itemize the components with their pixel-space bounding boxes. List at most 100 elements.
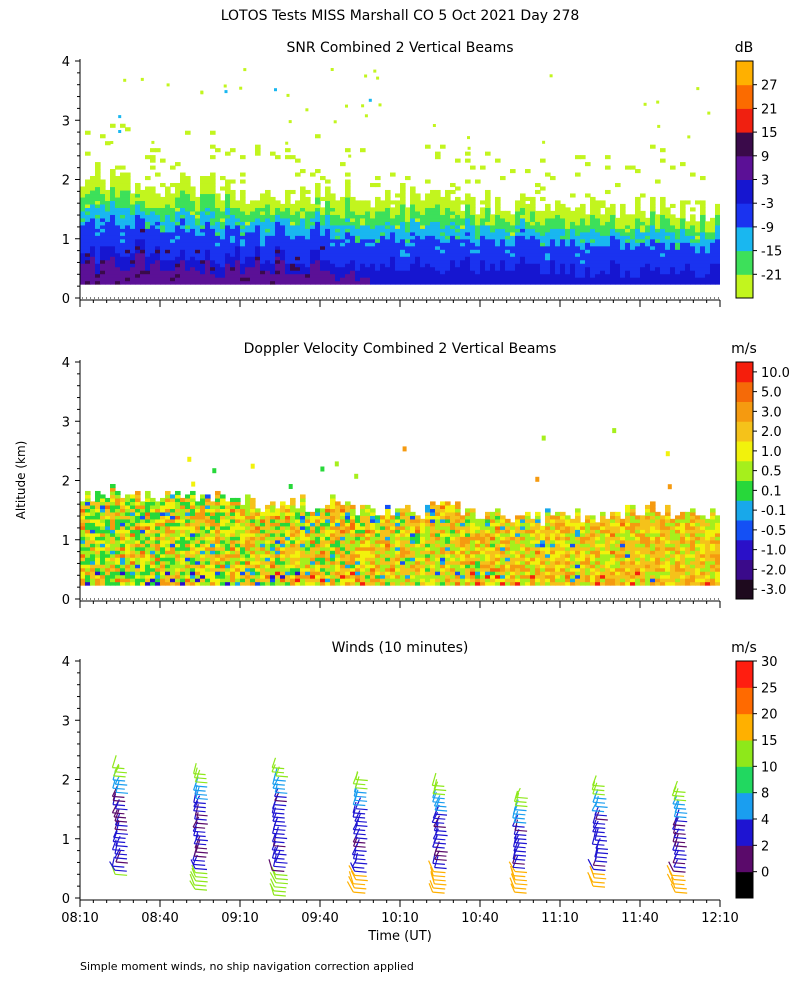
snr-cell bbox=[710, 277, 716, 282]
snr-cell bbox=[160, 256, 166, 261]
snr-cell bbox=[425, 273, 431, 278]
velocity-cell bbox=[380, 546, 386, 551]
velocity-cell bbox=[305, 553, 311, 558]
snr-cell bbox=[145, 280, 151, 285]
snr-cell bbox=[130, 196, 136, 202]
snr-cell bbox=[270, 249, 276, 254]
snr-cell bbox=[565, 277, 571, 282]
velocity-cell bbox=[290, 560, 296, 565]
velocity-cell bbox=[150, 508, 156, 513]
snr-cell bbox=[660, 280, 666, 285]
snr-cell bbox=[115, 193, 121, 198]
snr-cell bbox=[135, 203, 141, 208]
snr-cell bbox=[125, 252, 131, 257]
velocity-cell bbox=[160, 522, 166, 527]
snr-cell bbox=[455, 235, 461, 240]
snr-cell bbox=[580, 221, 586, 226]
velocity-cell bbox=[360, 525, 366, 530]
snr-cell bbox=[235, 263, 241, 268]
snr-cell bbox=[155, 207, 161, 212]
snr-cell bbox=[170, 252, 176, 257]
snr-cell bbox=[545, 203, 551, 208]
snr-cell bbox=[440, 200, 446, 205]
velocity-cell bbox=[160, 553, 166, 558]
snr-cell bbox=[155, 193, 161, 198]
snr-cell bbox=[295, 228, 301, 233]
snr-cell bbox=[110, 249, 116, 254]
snr-cell bbox=[130, 217, 136, 222]
velocity-cell bbox=[205, 581, 211, 586]
snr-cell bbox=[320, 238, 326, 243]
snr-cell bbox=[430, 256, 436, 261]
snr-cell bbox=[475, 217, 481, 222]
velocity-cell bbox=[315, 532, 321, 537]
velocity-cell bbox=[320, 543, 326, 548]
snr-cell bbox=[140, 270, 146, 275]
velocity-cell bbox=[125, 546, 131, 551]
velocity-cell bbox=[220, 539, 226, 544]
snr-cell bbox=[445, 259, 451, 264]
snr-speck bbox=[118, 130, 122, 133]
snr-cell bbox=[140, 196, 146, 202]
snr-cell bbox=[425, 280, 431, 285]
snr-cell bbox=[670, 165, 676, 170]
velocity-cell bbox=[215, 567, 221, 572]
velocity-cell bbox=[225, 560, 231, 565]
velocity-cell bbox=[125, 529, 131, 534]
snr-cell bbox=[85, 273, 91, 278]
velocity-cell bbox=[125, 550, 131, 555]
velocity-cell bbox=[175, 497, 181, 503]
snr-cell bbox=[405, 242, 411, 247]
snr-cell bbox=[150, 210, 156, 215]
snr-cell bbox=[385, 270, 391, 275]
snr-cell bbox=[395, 270, 401, 275]
snr-cell bbox=[315, 249, 321, 254]
snr-cell bbox=[100, 231, 106, 236]
velocity-cell bbox=[155, 508, 161, 513]
snr-cell bbox=[385, 203, 391, 208]
velocity-cell bbox=[385, 571, 391, 576]
snr-cell bbox=[255, 231, 261, 236]
snr-cell bbox=[160, 263, 166, 268]
snr-cell bbox=[580, 217, 586, 222]
snr-cell bbox=[240, 189, 246, 195]
velocity-cell bbox=[275, 567, 281, 572]
snr-cell bbox=[340, 217, 346, 222]
snr-cell bbox=[115, 245, 121, 250]
snr-cell bbox=[545, 214, 551, 219]
velocity-cell bbox=[300, 532, 306, 537]
snr-cell bbox=[255, 259, 261, 264]
snr-cell bbox=[315, 214, 321, 219]
snr-cell bbox=[280, 259, 286, 264]
velocity-cell bbox=[220, 536, 226, 541]
snr-cell bbox=[430, 235, 436, 240]
velocity-cell bbox=[270, 511, 276, 516]
snr-cell bbox=[115, 249, 121, 254]
snr-cell bbox=[265, 221, 271, 226]
snr-cell bbox=[230, 252, 236, 257]
snr-cell bbox=[325, 280, 331, 285]
snr-cell bbox=[225, 224, 231, 229]
velocity-cell bbox=[285, 529, 291, 534]
snr-cell bbox=[170, 277, 176, 282]
snr-cell bbox=[680, 217, 686, 222]
velocity-cell bbox=[120, 532, 126, 537]
snr-cell bbox=[190, 280, 196, 285]
snr-cell bbox=[110, 252, 116, 257]
snr-cell bbox=[450, 214, 456, 219]
snr-cell bbox=[350, 231, 356, 236]
snr-cell bbox=[100, 186, 106, 191]
snr-cell bbox=[370, 207, 376, 212]
snr-cell bbox=[265, 193, 271, 198]
snr-cell bbox=[370, 210, 376, 215]
snr-cell bbox=[380, 259, 386, 264]
snr-cell bbox=[550, 176, 556, 181]
snr-cell bbox=[440, 266, 446, 271]
velocity-cell bbox=[155, 553, 161, 558]
snr-cell bbox=[205, 207, 211, 212]
velocity-cell bbox=[260, 518, 266, 523]
snr-cell bbox=[450, 249, 456, 254]
velocity-cell bbox=[115, 553, 121, 558]
snr-cell bbox=[620, 270, 626, 275]
velocity-cell bbox=[275, 543, 281, 548]
